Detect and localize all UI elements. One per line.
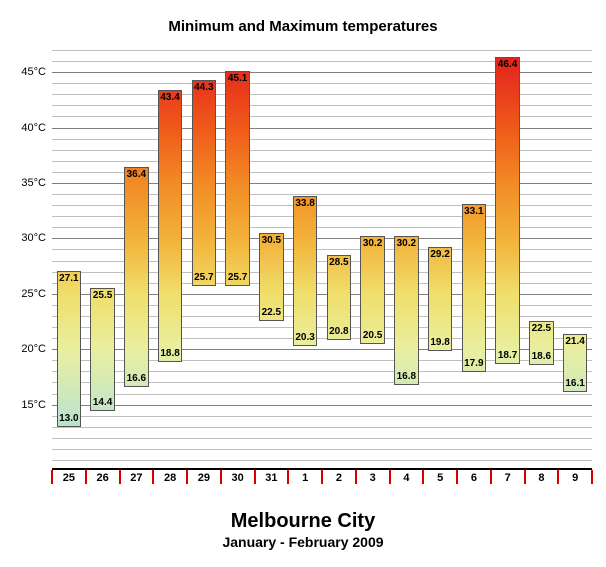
bar-min-label: 18.8: [159, 349, 181, 359]
temperature-bar: 29.2 19.8: [428, 247, 452, 351]
bar-min-label: 13.0: [58, 414, 80, 424]
bar-min-label: 18.6: [530, 352, 552, 362]
temperature-bar: 36.4 16.6: [124, 167, 148, 386]
temperature-bar: 45.1 25.7: [225, 71, 249, 286]
bar-max-label: 22.5: [530, 324, 552, 334]
x-tick-label: 4: [390, 472, 424, 484]
bar-min-label: 17.9: [463, 359, 485, 369]
bar-min-label: 22.5: [260, 308, 282, 318]
temperature-bar: 21.4 16.1: [563, 334, 587, 393]
bar-max-label: 25.5: [91, 291, 113, 301]
bar-min-label: 20.3: [294, 333, 316, 343]
temperature-bar: 33.1 17.9: [462, 204, 486, 372]
x-tick-label: 30: [221, 472, 255, 484]
bar-max-label: 43.4: [159, 93, 181, 103]
x-tick-label: 3: [356, 472, 390, 484]
y-tick-label: 20°C: [21, 343, 52, 355]
gridline-minor: [52, 460, 592, 461]
bar-min-label: 16.6: [125, 374, 147, 384]
x-tick-label: 7: [491, 472, 525, 484]
chart-title: Minimum and Maximum temperatures: [0, 18, 606, 35]
x-tick-label: 27: [120, 472, 154, 484]
x-tick-label: 1: [288, 472, 322, 484]
bar-max-label: 28.5: [328, 258, 350, 268]
temperature-bar: 30.5 22.5: [259, 233, 283, 322]
bar-max-label: 46.4: [496, 60, 518, 70]
temperature-bar: 33.8 20.3: [293, 196, 317, 346]
gridline-minor: [52, 449, 592, 450]
gridline-minor: [52, 427, 592, 428]
gridline-minor: [52, 416, 592, 417]
bar-min-label: 19.8: [429, 338, 451, 348]
x-tick-label: 9: [558, 472, 592, 484]
bar-min-label: 25.7: [193, 273, 215, 283]
x-tick-label: 28: [153, 472, 187, 484]
gridline-minor: [52, 394, 592, 395]
bar-max-label: 30.5: [260, 236, 282, 246]
bar-min-label: 14.4: [91, 398, 113, 408]
bar-max-label: 33.1: [463, 207, 485, 217]
gridline-minor: [52, 438, 592, 439]
bar-max-label: 45.1: [226, 74, 248, 84]
bar-max-label: 30.2: [395, 239, 417, 249]
bar-min-label: 16.1: [564, 379, 586, 389]
bar-min-label: 16.8: [395, 372, 417, 382]
y-tick-label: 25°C: [21, 288, 52, 300]
bar-min-label: 18.7: [496, 351, 518, 361]
temperature-bar: 27.1 13.0: [57, 271, 81, 427]
bar-min-label: 20.8: [328, 327, 350, 337]
bar-max-label: 29.2: [429, 250, 451, 260]
plot-area: 15°C20°C25°C30°C35°C40°C45°C27.113.025.5…: [52, 50, 592, 460]
temperature-bar: 25.5 14.4: [90, 288, 114, 411]
bar-max-label: 36.4: [125, 170, 147, 180]
footer-period: January - February 2009: [0, 534, 606, 550]
x-tick-label: 8: [525, 472, 559, 484]
bar-max-label: 33.8: [294, 199, 316, 209]
temperature-bar: 30.2 20.5: [360, 236, 384, 343]
y-tick-label: 45°C: [21, 66, 52, 78]
y-tick-label: 15°C: [21, 399, 52, 411]
y-tick-label: 35°C: [21, 177, 52, 189]
temperature-bar: 30.2 16.8: [394, 236, 418, 384]
gridline-minor: [52, 50, 592, 51]
y-tick-label: 30°C: [21, 232, 52, 244]
bar-min-label: 20.5: [361, 331, 383, 341]
x-tick-label: 29: [187, 472, 221, 484]
temperature-bar: 44.3 25.7: [192, 80, 216, 286]
footer-city: Melbourne City: [0, 510, 606, 533]
bar-min-label: 25.7: [226, 273, 248, 283]
x-tick-label: 25: [52, 472, 86, 484]
x-tick-label: 31: [255, 472, 289, 484]
bar-max-label: 30.2: [361, 239, 383, 249]
temperature-bar: 43.4 18.8: [158, 90, 182, 363]
x-tick-label: 6: [457, 472, 491, 484]
x-tick-label: 2: [322, 472, 356, 484]
bar-max-label: 27.1: [58, 274, 80, 284]
temperature-bar: 46.4 18.7: [495, 57, 519, 364]
x-axis: 25262728293031123456789: [52, 468, 592, 488]
bar-max-label: 44.3: [193, 83, 215, 93]
temperature-chart: Minimum and Maximum temperatures 15°C 20°…: [0, 0, 606, 567]
x-tick-label: 26: [86, 472, 120, 484]
temperature-bar: 28.5 20.8: [327, 255, 351, 340]
x-tick-label: 5: [423, 472, 457, 484]
y-tick-label: 40°C: [21, 122, 52, 134]
bar-max-label: 21.4: [564, 337, 586, 347]
gridline-major: [52, 405, 592, 406]
temperature-bar: 22.5 18.6: [529, 321, 553, 364]
